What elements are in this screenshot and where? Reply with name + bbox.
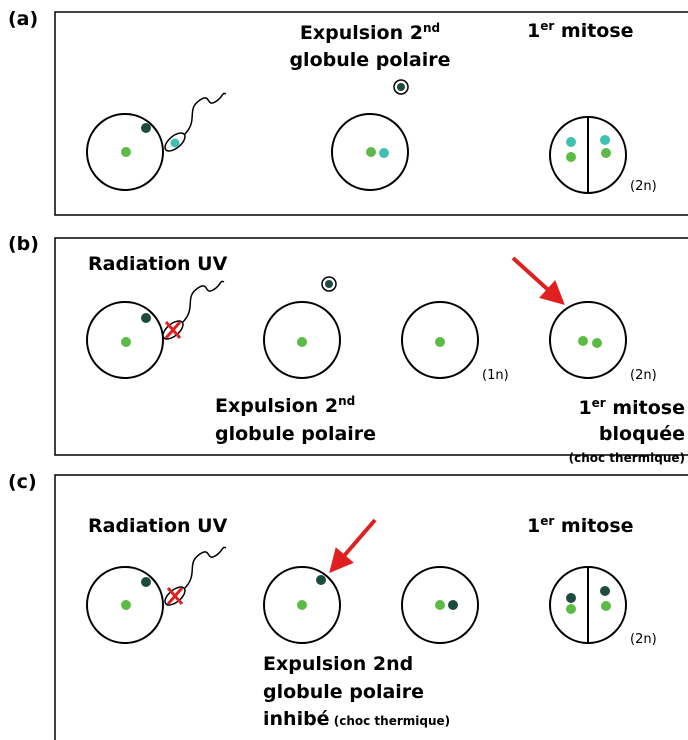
shape	[578, 336, 588, 346]
shape	[121, 600, 131, 610]
cells	[86, 79, 627, 194]
sup: er	[592, 396, 606, 410]
panel-box	[54, 11, 688, 216]
caption: Radiation UV	[88, 515, 228, 537]
shape	[601, 601, 611, 611]
shape	[141, 123, 151, 133]
shape	[164, 321, 182, 339]
cells	[86, 256, 627, 379]
shape	[316, 575, 326, 585]
shape	[166, 587, 184, 605]
text: inhibé	[263, 708, 330, 730]
panel-box	[54, 474, 688, 740]
shape	[366, 147, 376, 157]
caption-note: (choc thermique)	[569, 451, 685, 465]
shape	[566, 593, 576, 603]
caption: globule polaire	[215, 423, 376, 445]
shape	[601, 148, 611, 158]
shape	[329, 518, 377, 574]
shape	[435, 337, 445, 347]
caption: 1er mitose	[527, 19, 634, 42]
caption: Expulsion 2nd	[215, 394, 355, 417]
caption: Expulsion 2nd	[263, 653, 413, 675]
text: 1	[527, 20, 540, 42]
shape	[448, 600, 458, 610]
shape	[325, 280, 333, 288]
ploidy: (1n)	[482, 368, 509, 383]
caption: globule polaire	[263, 681, 424, 703]
text: mitose	[554, 20, 633, 42]
shape	[170, 138, 180, 148]
shape	[600, 586, 610, 596]
shape	[182, 92, 227, 137]
cells	[86, 518, 627, 644]
caption: 1er mitose	[527, 514, 634, 537]
sup: er	[540, 19, 554, 33]
text: 1	[578, 397, 591, 419]
ploidy: (2n)	[630, 632, 657, 647]
shape	[121, 337, 131, 347]
shape	[141, 313, 151, 323]
panel-label: (c)	[8, 471, 37, 493]
shape	[566, 604, 576, 614]
caption: bloquée	[599, 423, 685, 445]
shape	[379, 148, 389, 158]
shape	[435, 600, 445, 610]
caption: Expulsion 2nd	[300, 21, 440, 44]
shape	[297, 337, 307, 347]
shape	[180, 280, 225, 325]
sup: nd	[338, 394, 355, 408]
shape	[397, 83, 405, 91]
panel-label: (a)	[8, 8, 38, 30]
text: 1	[527, 515, 540, 537]
ploidy: (2n)	[630, 368, 657, 383]
caption-note: (choc thermique)	[330, 714, 451, 728]
caption: inhibé (choc thermique)	[263, 708, 450, 730]
shape	[566, 137, 576, 147]
ploidy: (2n)	[630, 179, 657, 194]
sup: nd	[423, 21, 440, 35]
caption: Radiation UV	[88, 253, 228, 275]
shape	[592, 338, 602, 348]
shape	[549, 301, 627, 379]
text: mitose	[606, 397, 685, 419]
shape	[182, 546, 227, 591]
shape	[511, 256, 565, 306]
text: mitose	[554, 515, 633, 537]
caption: globule polaire	[289, 49, 450, 71]
shape	[566, 152, 576, 162]
shape	[600, 135, 610, 145]
text: Expulsion 2	[300, 22, 423, 44]
shape	[141, 577, 151, 587]
sup: er	[540, 514, 554, 528]
caption: 1er mitose	[578, 396, 685, 419]
panel-box	[54, 237, 688, 456]
panel-label: (b)	[8, 233, 39, 255]
shape	[297, 600, 307, 610]
text: Expulsion 2	[215, 395, 338, 417]
shape	[121, 147, 131, 157]
